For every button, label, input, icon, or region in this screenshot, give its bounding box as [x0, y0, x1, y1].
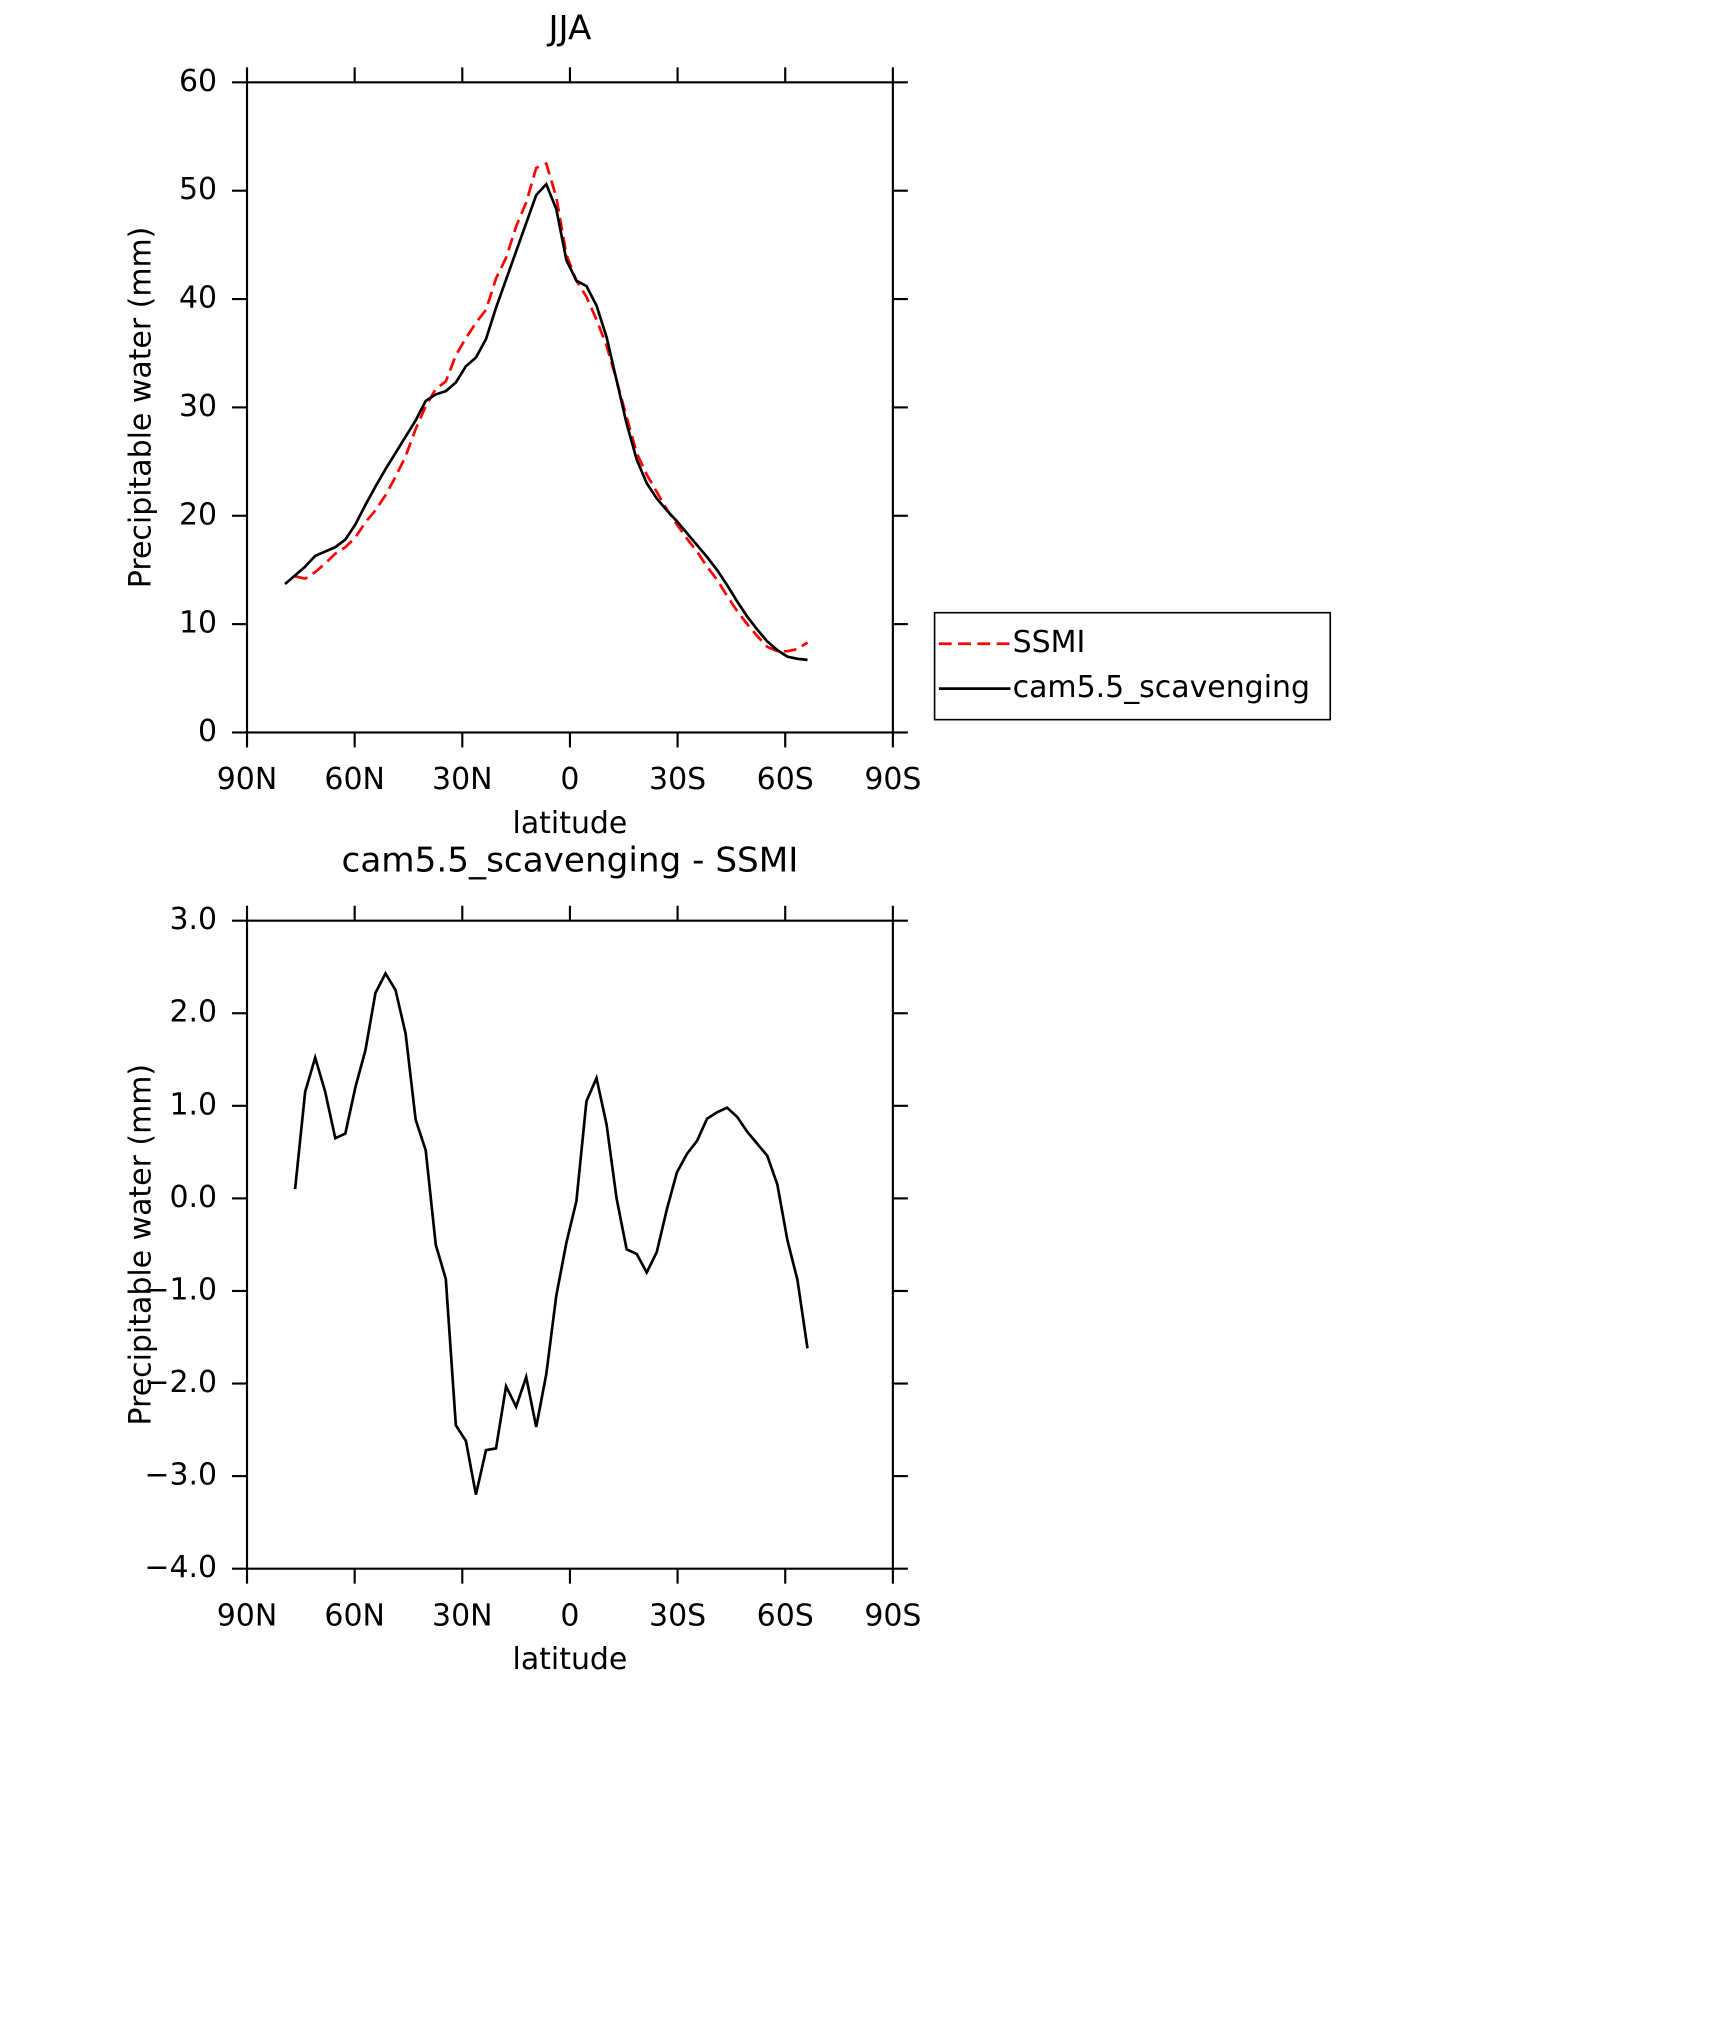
legend-box [933, 611, 1332, 721]
plot-frame [245, 919, 894, 1570]
y-tick-label: −2.0 [144, 1365, 217, 1400]
legend-label: SSMI [1013, 625, 1086, 660]
y-tick-label: −1.0 [144, 1272, 217, 1307]
x-axis-label: latitude [513, 806, 628, 841]
x-tick-label: 90S [864, 1598, 921, 1633]
y-tick-label: −4.0 [144, 1550, 217, 1585]
x-tick-label: 30N [432, 1598, 493, 1633]
x-tick-label: 0 [560, 762, 579, 797]
x-tick-label: 90N [217, 1598, 277, 1633]
y-axis-label: Precipitable water (mm) [124, 227, 159, 589]
x-tick-label: 90S [864, 762, 921, 797]
plot-frame [245, 81, 894, 734]
data-line [284, 181, 808, 662]
y-tick-label: 20 [179, 497, 217, 532]
y-tick-label: 0.0 [169, 1180, 217, 1215]
x-tick-label: 60S [757, 762, 814, 797]
x-axis-label: latitude [513, 1642, 628, 1677]
x-tick-label: 90N [217, 762, 277, 797]
x-tick-label: 30N [432, 762, 493, 797]
x-tick-label: 30S [649, 762, 706, 797]
chart-title: JJA [546, 8, 592, 48]
legend-label: cam5.5_scavenging [1013, 670, 1310, 705]
x-tick-label: 30S [649, 1598, 706, 1633]
y-tick-label: 50 [179, 172, 217, 207]
y-tick-label: 10 [179, 606, 217, 641]
x-tick-label: 60N [324, 762, 385, 797]
y-tick-label: 40 [179, 281, 217, 316]
data-line [293, 970, 809, 1495]
y-axis-label: Precipitable water (mm) [124, 1064, 159, 1426]
x-tick-label: 0 [560, 1598, 579, 1633]
y-tick-label: 2.0 [169, 995, 217, 1030]
data-line [294, 161, 809, 653]
x-tick-label: 60N [324, 1598, 385, 1633]
y-tick-label: 3.0 [169, 902, 217, 937]
y-tick-label: −3.0 [144, 1458, 217, 1493]
y-tick-label: 1.0 [169, 1087, 217, 1122]
y-tick-label: 30 [179, 389, 217, 424]
y-tick-label: 60 [179, 64, 217, 99]
chart-title: cam5.5_scavenging - SSMI [342, 840, 799, 880]
x-tick-label: 60S [757, 1598, 814, 1633]
y-tick-label: 0 [198, 714, 217, 749]
